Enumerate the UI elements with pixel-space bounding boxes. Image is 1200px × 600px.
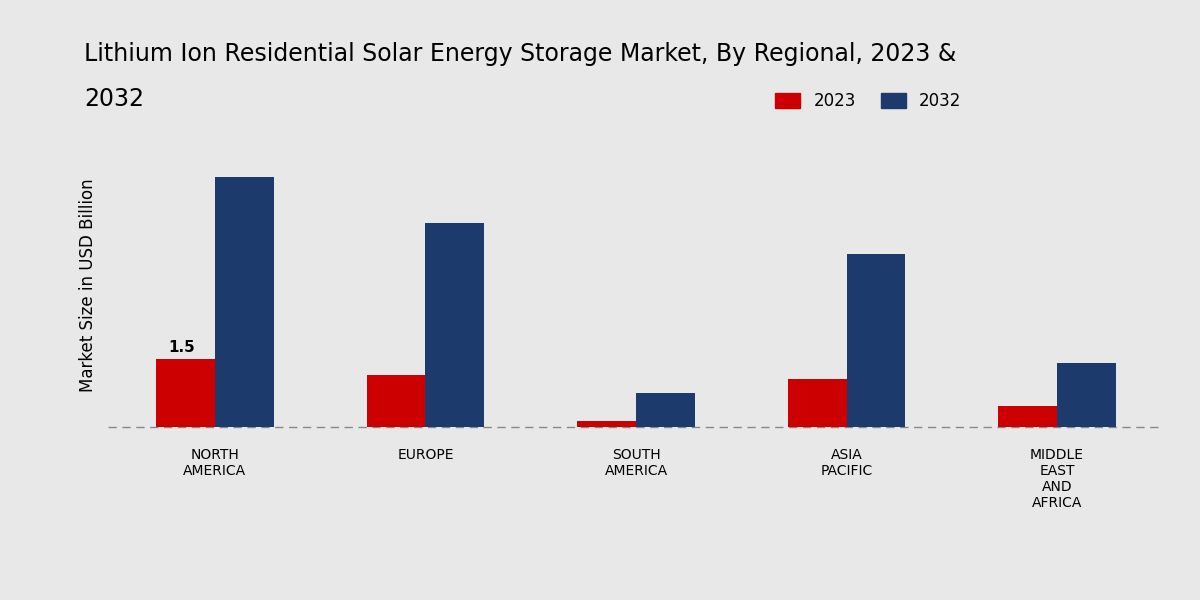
Text: Lithium Ion Residential Solar Energy Storage Market, By Regional, 2023 &: Lithium Ion Residential Solar Energy Sto… bbox=[84, 42, 956, 66]
Bar bbox=[156, 359, 215, 427]
Text: 2032: 2032 bbox=[84, 87, 144, 111]
Text: 1.5: 1.5 bbox=[168, 340, 194, 355]
Bar bbox=[426, 223, 485, 427]
Bar bbox=[1057, 363, 1116, 427]
Bar bbox=[215, 178, 274, 427]
Bar bbox=[846, 254, 906, 427]
Bar bbox=[577, 421, 636, 427]
Bar bbox=[636, 392, 695, 427]
Bar bbox=[366, 374, 426, 427]
Y-axis label: Market Size in USD Billion: Market Size in USD Billion bbox=[79, 178, 97, 392]
Legend: 2023, 2032: 2023, 2032 bbox=[768, 85, 968, 116]
Bar bbox=[998, 406, 1057, 427]
Bar bbox=[787, 379, 846, 427]
